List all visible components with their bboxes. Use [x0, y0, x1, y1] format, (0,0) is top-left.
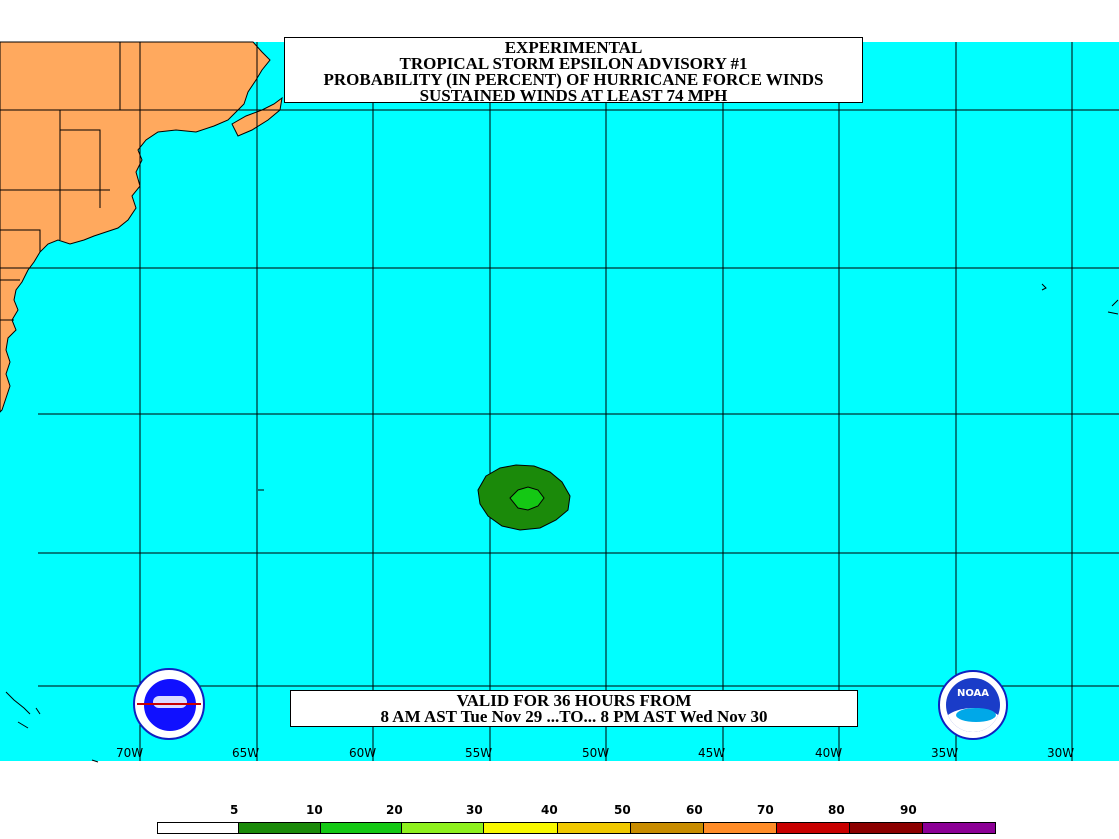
legend-swatch [630, 823, 703, 833]
title-line-2: TROPICAL STORM EPSILON ADVISORY #1 [399, 54, 748, 73]
legend-color-bar [157, 822, 996, 834]
legend-swatch [557, 823, 630, 833]
title-line-4: SUSTAINED WINDS AT LEAST 74 MPH [419, 86, 728, 105]
legend-swatch [703, 823, 776, 833]
title-line-3: PROBABILITY (IN PERCENT) OF HURRICANE FO… [323, 70, 824, 89]
legend-swatch [483, 823, 557, 833]
legend-threshold-5: 5 [230, 803, 239, 817]
legend-threshold-90: 90 [900, 803, 917, 817]
lon-label-45w: 45W [698, 746, 726, 760]
ocean-background [0, 42, 1119, 761]
title-line-1: EXPERIMENTAL [504, 38, 643, 57]
lon-label-55w: 55W [465, 746, 493, 760]
legend-threshold-80: 80 [828, 803, 845, 817]
caribbean-islands [5, 691, 99, 763]
lon-label-70w: 70W [116, 746, 144, 760]
title-box: EXPERIMENTAL TROPICAL STORM EPSILON ADVI… [284, 37, 863, 105]
legend-threshold-60: 60 [686, 803, 703, 817]
lon-label-30w: 30W [1047, 746, 1075, 760]
legend-threshold-20: 20 [386, 803, 403, 817]
lon-label-60w: 60W [349, 746, 377, 760]
legend-swatch [238, 823, 320, 833]
noaa-logo-text: NOAA [956, 688, 990, 699]
land-north-america [0, 41, 271, 413]
lat-lon-grid [0, 42, 1119, 761]
lon-label-35w: 35W [931, 746, 959, 760]
legend-threshold-50: 50 [614, 803, 631, 817]
legend-threshold-40: 40 [541, 803, 558, 817]
legend-swatch [776, 823, 849, 833]
legend-swatch [320, 823, 401, 833]
legend-swatch [158, 823, 238, 833]
lon-label-40w: 40W [815, 746, 843, 760]
azores-islands [1041, 283, 1119, 315]
legend-threshold-30: 30 [466, 803, 483, 817]
legend-threshold-70: 70 [757, 803, 774, 817]
lon-label-50w: 50W [582, 746, 610, 760]
legend-swatch [849, 823, 922, 833]
probability-contour-10-20 [509, 486, 545, 511]
valid-line-2: 8 AM AST Tue Nov 29 ...TO... 8 PM AST We… [380, 707, 768, 726]
legend-threshold-10: 10 [306, 803, 323, 817]
lon-label-65w: 65W [232, 746, 260, 760]
valid-period-box: VALID FOR 36 HOURS FROM 8 AM AST Tue Nov… [290, 690, 858, 727]
legend-swatch [401, 823, 483, 833]
noaa-icon: NOAA [938, 670, 1008, 740]
national-weather-service-icon [133, 668, 205, 740]
legend-swatch [922, 823, 995, 833]
valid-line-1: VALID FOR 36 HOURS FROM [456, 691, 692, 710]
